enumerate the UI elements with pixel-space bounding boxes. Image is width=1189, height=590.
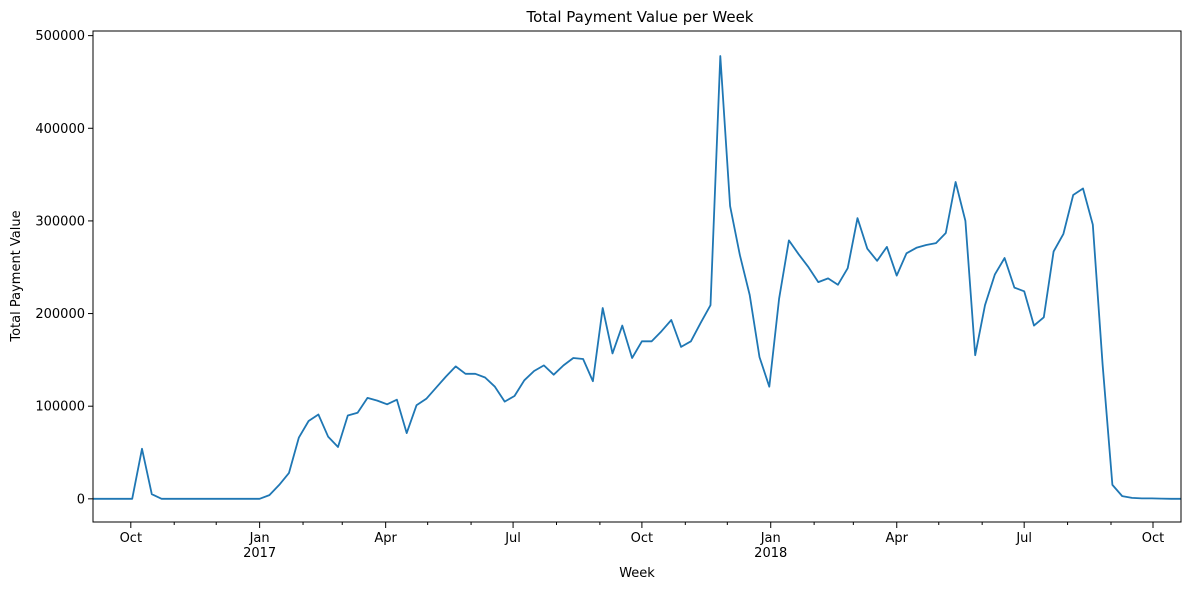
x-tick-label: Apr bbox=[885, 531, 908, 546]
series-line bbox=[93, 55, 1181, 500]
x-tick-label: Oct bbox=[1142, 531, 1164, 546]
y-axis-label: Total Payment Value bbox=[9, 210, 24, 342]
x-tick-label: Jul bbox=[1015, 531, 1032, 546]
x-axis-label: Week bbox=[619, 566, 655, 581]
x-tick-label: Jan bbox=[249, 531, 270, 546]
x-tick-year-label: 2018 bbox=[754, 546, 787, 561]
x-tick-label: Oct bbox=[631, 531, 653, 546]
x-tick-label: Jul bbox=[504, 531, 521, 546]
x-tick-year-label: 2017 bbox=[243, 546, 276, 561]
y-axis-ticks: 0 100000 200000 300000 400000 500000 bbox=[35, 29, 93, 507]
x-tick-label: Oct bbox=[120, 531, 142, 546]
y-tick-label: 100000 bbox=[35, 400, 85, 415]
x-tick-label: Jan bbox=[760, 531, 781, 546]
chart-title: Total Payment Value per Week bbox=[526, 8, 754, 26]
y-tick-label: 300000 bbox=[35, 214, 85, 229]
y-tick-label: 500000 bbox=[35, 29, 85, 44]
x-tick-label: Apr bbox=[374, 531, 397, 546]
y-tick-label: 400000 bbox=[35, 122, 85, 137]
y-tick-label: 200000 bbox=[35, 307, 85, 322]
plot-frame bbox=[92, 30, 1182, 523]
y-tick-label: 0 bbox=[77, 492, 85, 507]
